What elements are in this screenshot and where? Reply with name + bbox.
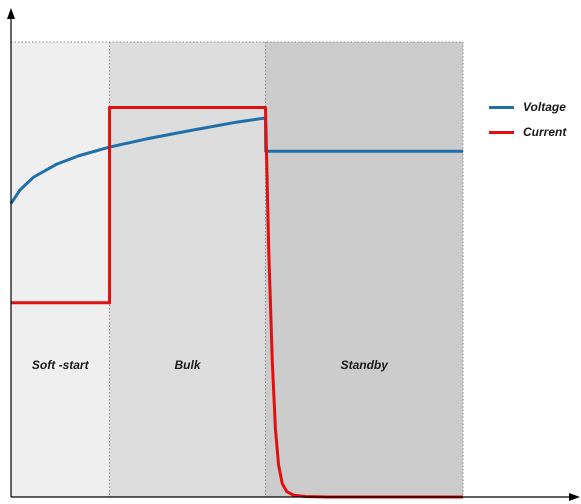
phase-band-standby <box>265 42 463 497</box>
phase-label-soft-start: Soft -start <box>32 358 90 372</box>
legend: Voltage Current <box>489 100 567 139</box>
phase-label-bulk: Bulk <box>174 358 201 372</box>
phase-label-standby: Standby <box>341 358 390 372</box>
series-line-current <box>11 106 463 499</box>
x-axis-arrow <box>569 493 580 501</box>
phase-bands <box>11 42 463 497</box>
phase-band-bulk <box>109 42 266 497</box>
legend-item-voltage: Voltage <box>489 100 566 114</box>
legend-label-current: Current <box>523 125 567 139</box>
legend-item-current: Current <box>489 125 567 139</box>
series-line-voltage <box>9 116 463 205</box>
phase-band-soft-start <box>11 42 110 497</box>
series-lines <box>9 106 463 499</box>
legend-label-voltage: Voltage <box>523 100 566 114</box>
y-axis-arrow <box>7 8 15 19</box>
phase-labels: Soft -start Bulk Standby <box>32 358 389 372</box>
